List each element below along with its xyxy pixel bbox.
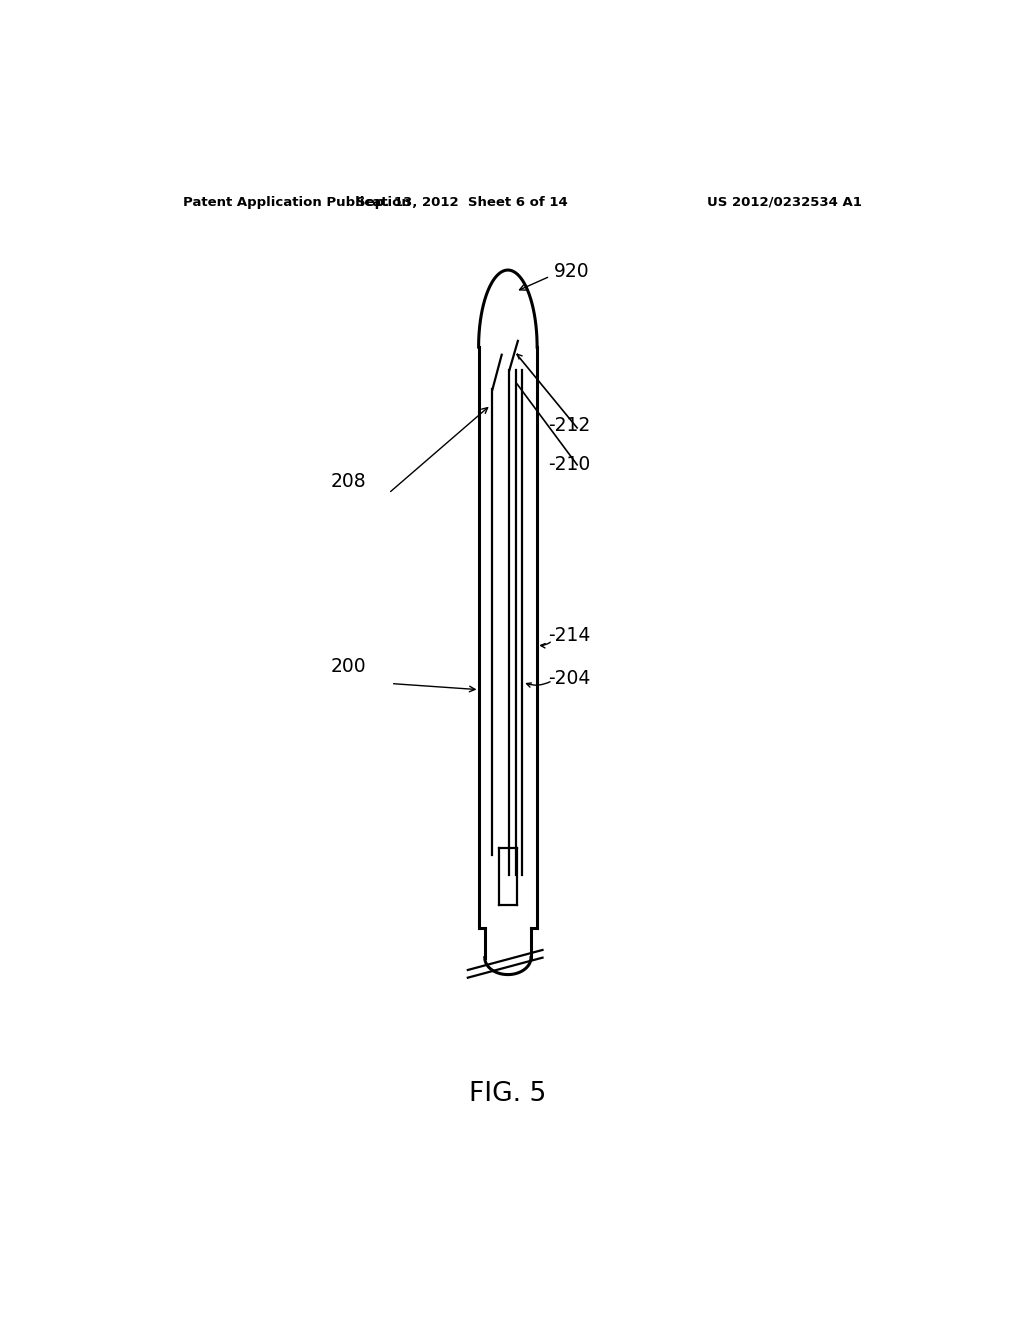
Text: Patent Application Publication: Patent Application Publication: [183, 195, 411, 209]
Text: 200: 200: [331, 657, 367, 676]
Text: -214: -214: [548, 626, 590, 645]
Text: -204: -204: [548, 669, 590, 688]
Text: -210: -210: [548, 455, 590, 474]
Text: US 2012/0232534 A1: US 2012/0232534 A1: [708, 195, 862, 209]
Text: 208: 208: [331, 473, 367, 491]
Text: Sep. 13, 2012  Sheet 6 of 14: Sep. 13, 2012 Sheet 6 of 14: [355, 195, 567, 209]
Text: FIG. 5: FIG. 5: [469, 1081, 547, 1107]
Text: 920: 920: [554, 263, 590, 281]
Text: -212: -212: [548, 416, 590, 436]
